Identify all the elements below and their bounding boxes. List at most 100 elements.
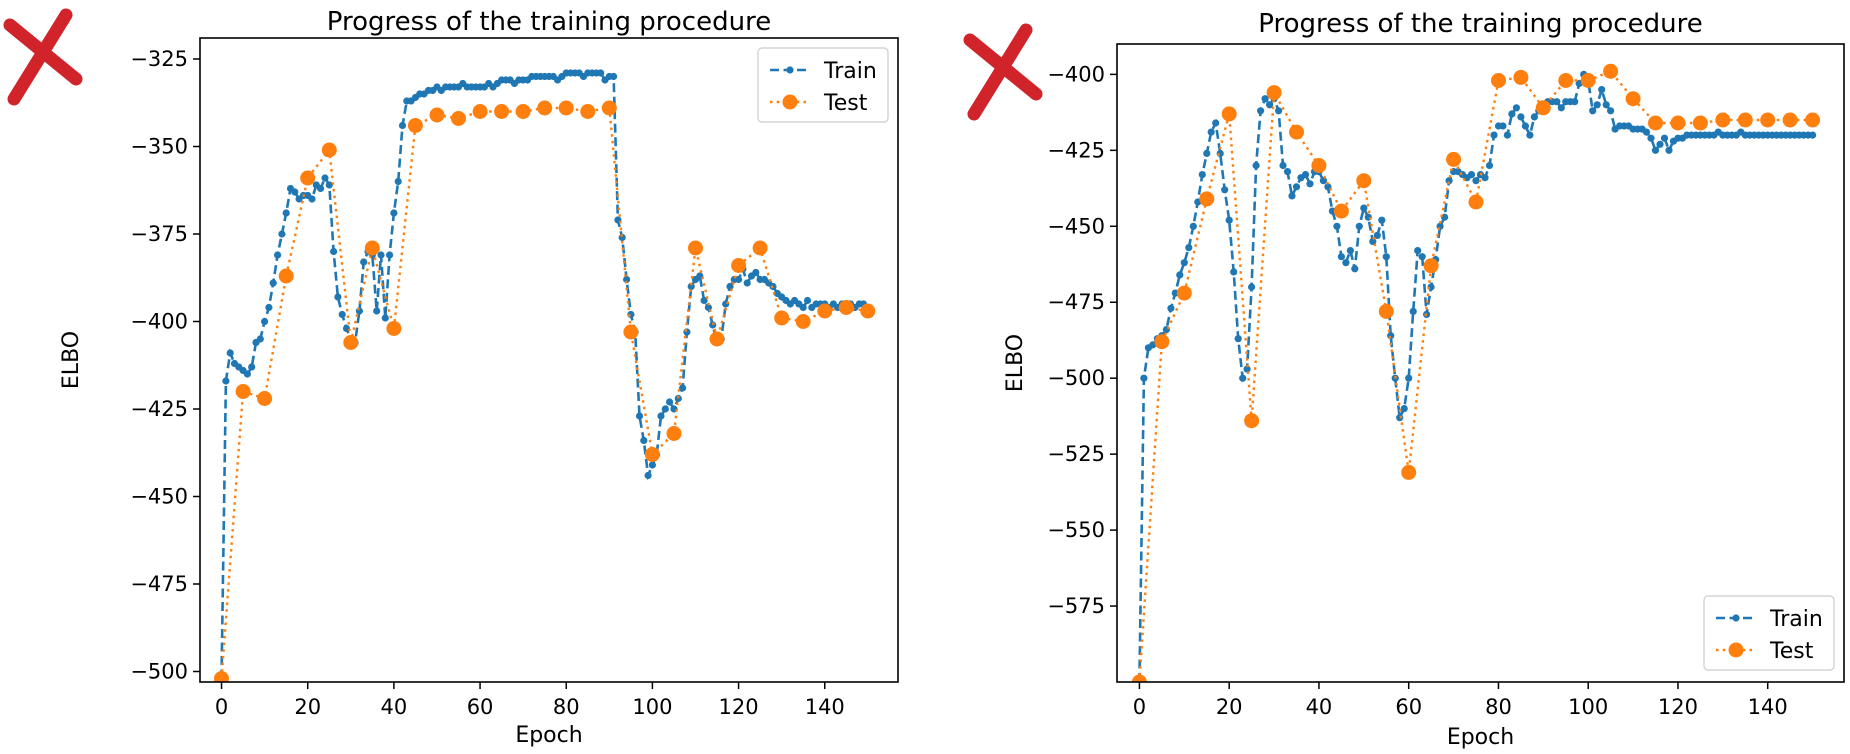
data-point-test bbox=[451, 111, 466, 126]
data-point-test bbox=[838, 300, 854, 315]
data-point-train bbox=[1301, 171, 1310, 179]
data-point-train bbox=[321, 174, 329, 182]
data-point-test bbox=[1333, 203, 1349, 219]
data-point-test bbox=[1446, 151, 1462, 167]
data-point-train bbox=[1485, 161, 1494, 170]
y-tick-label: −500 bbox=[130, 660, 188, 684]
data-point-train bbox=[1481, 174, 1489, 182]
data-point-train bbox=[666, 398, 674, 406]
data-point-train bbox=[265, 303, 273, 312]
data-point-test bbox=[1468, 194, 1484, 210]
data-point-train bbox=[1306, 180, 1314, 188]
data-point-train bbox=[657, 412, 665, 420]
series-line-train bbox=[220, 71, 869, 679]
data-point-train bbox=[1261, 95, 1269, 103]
data-point-train bbox=[1400, 405, 1408, 413]
data-point-train bbox=[1243, 365, 1251, 373]
data-point-train bbox=[269, 279, 277, 287]
data-point-train bbox=[1557, 104, 1565, 112]
chart-title: Progress of the training procedure bbox=[327, 7, 771, 37]
data-point-train bbox=[390, 209, 398, 217]
data-point-test bbox=[1535, 100, 1551, 116]
data-point-train bbox=[1499, 122, 1507, 130]
data-point-test bbox=[1737, 112, 1753, 128]
legend-marker-test bbox=[1728, 642, 1744, 658]
data-point-train bbox=[1521, 122, 1529, 130]
data-point-train bbox=[1405, 374, 1413, 382]
data-point-train bbox=[1212, 119, 1220, 127]
x-axis-label: Epoch bbox=[1447, 725, 1514, 750]
data-point-train bbox=[1418, 253, 1426, 261]
legend: Train Test bbox=[1703, 595, 1835, 671]
data-point-test bbox=[1782, 112, 1798, 128]
data-point-train bbox=[278, 230, 286, 238]
data-point-train bbox=[330, 247, 338, 256]
x-tick-label: 40 bbox=[1306, 695, 1333, 719]
data-point-train bbox=[661, 405, 669, 413]
data-point-test bbox=[494, 104, 510, 119]
data-point-test bbox=[688, 240, 703, 256]
data-point-train bbox=[597, 69, 605, 77]
data-point-test bbox=[1491, 73, 1506, 88]
legend-label-test: Test bbox=[1769, 639, 1814, 664]
data-point-test bbox=[752, 240, 768, 256]
data-point-train bbox=[334, 293, 342, 301]
y-tick-label: −450 bbox=[1047, 214, 1105, 238]
legend-marker-train bbox=[1732, 614, 1740, 622]
data-point-train bbox=[373, 307, 381, 315]
data-point-test bbox=[1154, 334, 1170, 350]
data-point-train bbox=[1526, 131, 1534, 139]
data-point-train bbox=[1346, 247, 1354, 255]
data-point-train bbox=[398, 121, 407, 130]
data-point-test bbox=[515, 104, 531, 119]
data-point-train bbox=[1225, 216, 1233, 224]
data-point-train bbox=[386, 251, 394, 259]
x-tick-label: 80 bbox=[553, 695, 580, 719]
data-point-train bbox=[317, 184, 325, 193]
y-tick-label: −400 bbox=[130, 310, 188, 334]
data-point-train bbox=[1207, 128, 1215, 136]
data-point-test bbox=[1423, 258, 1439, 274]
data-point-train bbox=[1517, 113, 1525, 121]
data-point-test bbox=[731, 258, 747, 273]
data-point-train bbox=[1140, 374, 1148, 382]
y-tick-label: −375 bbox=[130, 222, 188, 246]
data-point-train bbox=[648, 461, 657, 469]
data-point-test bbox=[386, 321, 402, 336]
x-tick-label: 20 bbox=[1216, 695, 1243, 719]
data-point-test bbox=[1692, 115, 1708, 131]
data-point-train bbox=[1355, 222, 1363, 230]
data-point-train bbox=[1337, 253, 1345, 261]
data-point-test bbox=[1378, 303, 1394, 319]
data-point-test bbox=[1176, 285, 1192, 301]
data-point-test bbox=[1199, 191, 1215, 207]
x-tick-label: 80 bbox=[1485, 695, 1512, 719]
y-tick-label: −325 bbox=[130, 47, 188, 71]
chart-right: Progress of the training procedure 0 20 40 6… bbox=[963, 9, 1845, 750]
data-point-train bbox=[1602, 101, 1610, 109]
axes-frame bbox=[199, 37, 899, 683]
data-point-train bbox=[1351, 265, 1359, 273]
data-point-train bbox=[1512, 104, 1520, 112]
y-tick-label: −475 bbox=[1047, 290, 1105, 314]
data-point-test bbox=[407, 118, 423, 133]
legend: Train Test bbox=[757, 47, 889, 123]
data-point-train bbox=[1279, 161, 1287, 170]
y-tick-label: −550 bbox=[1047, 518, 1105, 542]
data-point-train bbox=[226, 349, 234, 357]
y-tick-label: −425 bbox=[130, 397, 188, 421]
data-point-train bbox=[640, 436, 648, 445]
data-point-train bbox=[360, 258, 368, 266]
data-point-train bbox=[1642, 128, 1651, 136]
data-point-train bbox=[1598, 86, 1606, 94]
data-point-train bbox=[1409, 307, 1417, 315]
data-point-test bbox=[1356, 173, 1372, 189]
data-point-test bbox=[278, 268, 294, 284]
data-point-train bbox=[377, 251, 385, 259]
data-point-train bbox=[1607, 107, 1615, 115]
data-point-train bbox=[1176, 271, 1184, 279]
legend-marker-train bbox=[786, 66, 794, 74]
data-point-train bbox=[1275, 107, 1283, 115]
data-point-train bbox=[704, 303, 713, 312]
data-point-train bbox=[1530, 113, 1538, 121]
